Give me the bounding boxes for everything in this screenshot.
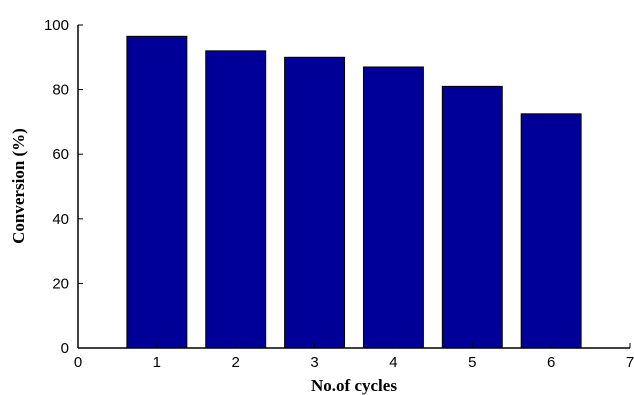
y-tick-label: 0 (61, 340, 69, 357)
y-tick-label: 20 (52, 275, 69, 292)
y-tick-label: 100 (44, 17, 69, 34)
y-ticks-group: 0 20 40 60 80 100 (44, 17, 83, 357)
bar-3 (284, 56, 346, 349)
bars-group (126, 35, 582, 349)
bar-1 (126, 35, 188, 349)
bar-6 (520, 113, 582, 349)
bar-2 (205, 50, 267, 349)
x-axis-title: No.of cycles (311, 376, 397, 395)
x-tick-label: 6 (547, 354, 555, 371)
x-tick-label: 2 (232, 354, 240, 371)
bar-4 (362, 66, 424, 349)
y-axis-title: Conversion (%) (9, 128, 28, 244)
x-tick-label: 5 (468, 354, 476, 371)
x-tick-label: 1 (153, 354, 161, 371)
x-tick-label: 4 (389, 354, 397, 371)
x-tick-label: 3 (310, 354, 318, 371)
x-ticks-group: 0 1 2 3 4 5 6 7 (74, 343, 634, 371)
y-tick-label: 80 (52, 82, 69, 99)
y-tick-label: 60 (52, 146, 69, 163)
bar-5 (441, 85, 503, 349)
y-tick-label: 40 (52, 211, 69, 228)
x-tick-label: 0 (74, 354, 82, 371)
x-tick-label: 7 (626, 354, 634, 371)
